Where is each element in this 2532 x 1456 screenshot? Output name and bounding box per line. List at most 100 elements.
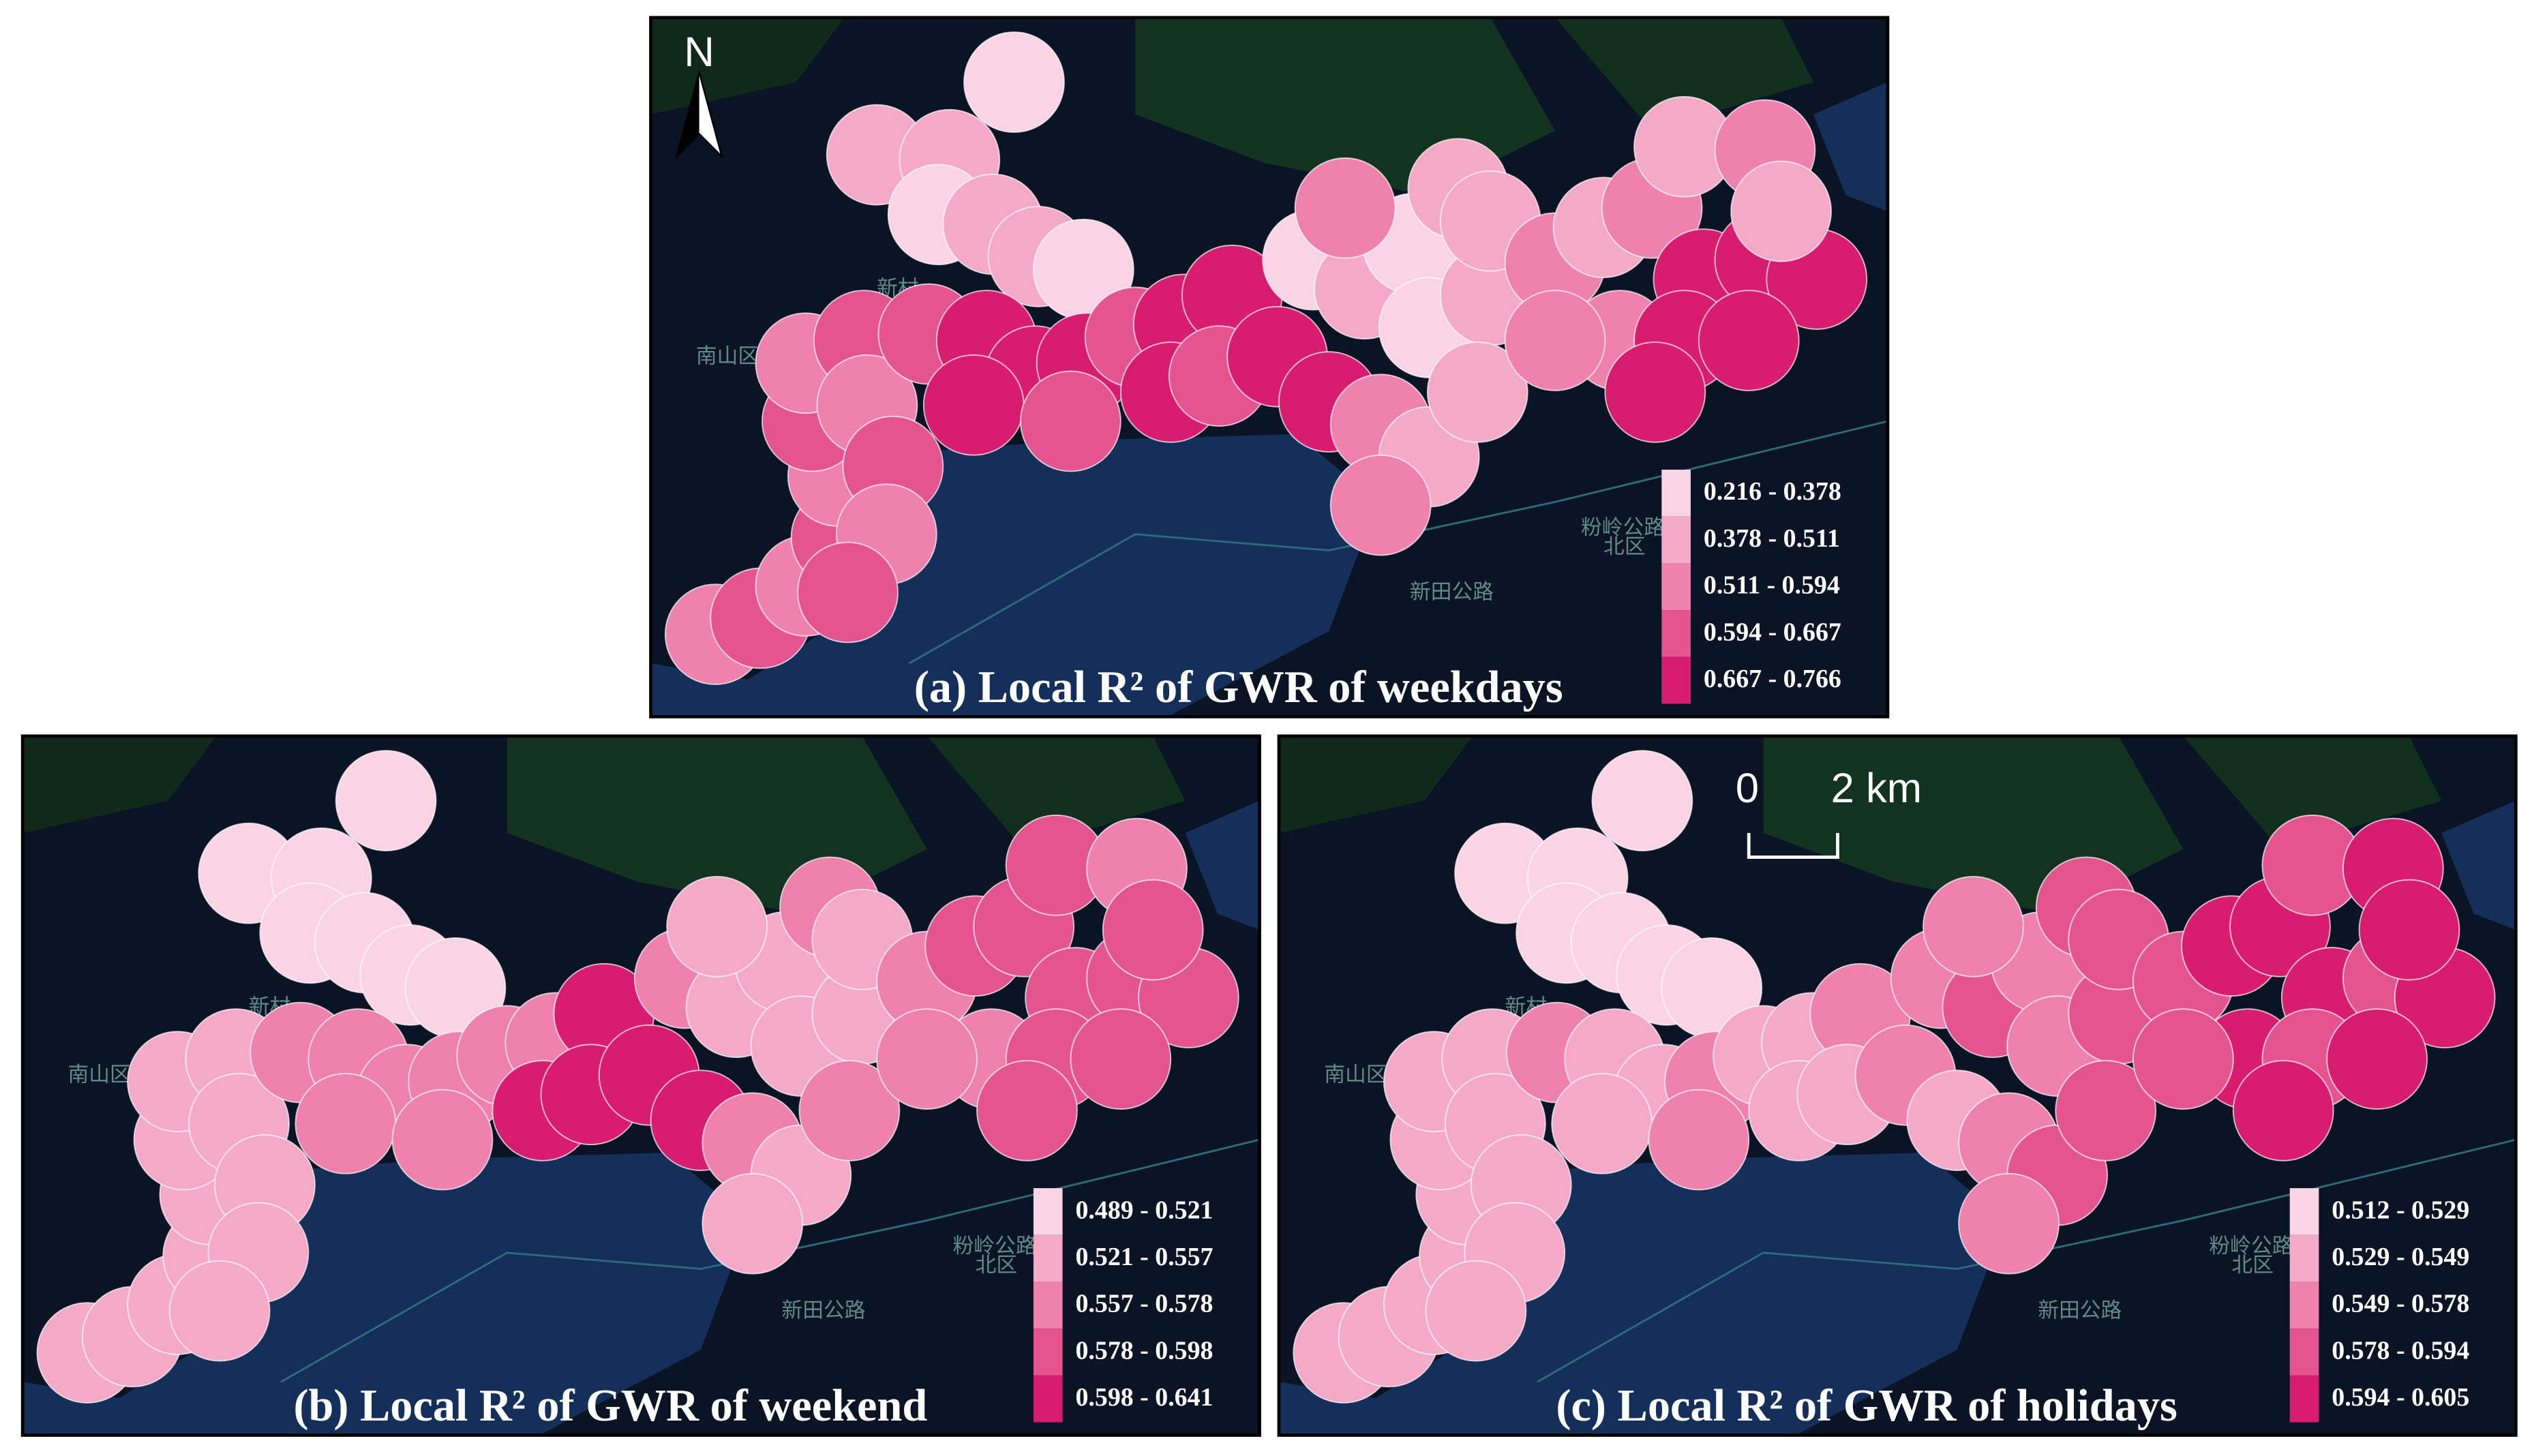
- green-area: [22, 735, 217, 833]
- green-area: [2183, 735, 2442, 849]
- legend-label: 0.557 - 0.578: [1076, 1290, 1214, 1318]
- legend-label: 0.549 - 0.578: [2332, 1290, 2469, 1318]
- legend-swatch: [1661, 470, 1691, 517]
- basemap-label: 南山区: [67, 1063, 130, 1087]
- legend-label: 0.594 - 0.605: [2332, 1383, 2469, 1412]
- legend-label: 0.667 - 0.766: [1704, 665, 1841, 693]
- legend-label: 0.578 - 0.594: [2332, 1336, 2469, 1365]
- map-cell: [1426, 341, 1528, 443]
- scale-bar: [1747, 832, 1839, 859]
- map-cell: [335, 750, 437, 851]
- green-area: [926, 735, 1186, 849]
- legend-swatch: [1661, 563, 1691, 611]
- map-cell: [1551, 1072, 1653, 1174]
- legend-label: 0.594 - 0.667: [1704, 618, 1841, 646]
- map-cell: [1294, 157, 1396, 259]
- panel-title: (c) Local R² of GWR of holidays: [1556, 1381, 2177, 1431]
- map-cell: [2326, 1008, 2428, 1110]
- basemap-label: 粉岭公路: [2209, 1234, 2293, 1258]
- bay: [1278, 1152, 2006, 1436]
- map-cell: [1591, 750, 1693, 851]
- legend-swatch: [1661, 610, 1691, 657]
- legend-label: 0.578 - 0.598: [1076, 1336, 1214, 1365]
- basemap-label: 北区: [2231, 1253, 2274, 1277]
- bay: [650, 434, 1378, 717]
- legend-label: 0.378 - 0.511: [1704, 524, 1840, 553]
- basemap-label: 南山区: [1324, 1063, 1387, 1087]
- map-cell: [295, 1072, 397, 1174]
- map-cell: [1504, 290, 1606, 391]
- map-cell: [797, 541, 899, 643]
- map-cell: [1020, 370, 1121, 472]
- map-cell: [2232, 1059, 2334, 1162]
- legend-swatch: [1661, 516, 1691, 564]
- map-cell: [1604, 341, 1706, 443]
- map-cell: [963, 31, 1065, 133]
- basemap-label: 北区: [1603, 534, 1646, 559]
- legend-label: 0.512 - 0.529: [2332, 1196, 2469, 1224]
- legend-swatch: [1033, 1188, 1063, 1235]
- map-cell: [2358, 879, 2460, 981]
- legend-label: 0.511 - 0.594: [1704, 571, 1840, 600]
- legend-swatch: [2289, 1188, 2319, 1235]
- map-cell: [1329, 454, 1432, 556]
- map-cell: [1958, 1172, 2060, 1275]
- map-cell: [2132, 1008, 2234, 1110]
- basemap-label: 新田公路: [1410, 580, 1494, 605]
- basemap-label: 南山区: [696, 344, 759, 369]
- legend-swatch: [2289, 1375, 2319, 1423]
- legend-label: 0.216 - 0.378: [1704, 477, 1841, 506]
- map-cell: [1730, 160, 1832, 262]
- map-cell: [1425, 1260, 1527, 1362]
- map-cell: [1648, 1089, 1750, 1191]
- map-cell: [876, 1008, 978, 1110]
- legend-swatch: [2289, 1234, 2319, 1282]
- basemap-label: 粉岭公路: [1581, 515, 1665, 540]
- legend-swatch: [2289, 1329, 2319, 1376]
- legend-label: 0.529 - 0.549: [2332, 1243, 2469, 1271]
- green-area: [1278, 735, 1473, 833]
- sea-right: [2441, 800, 2516, 930]
- basemap-label: 新田公路: [781, 1299, 865, 1323]
- map-cell: [666, 875, 768, 977]
- map-cell: [1102, 879, 1204, 981]
- north-arrow-shade: [676, 72, 699, 157]
- map-cell: [2055, 1059, 2157, 1162]
- map-cell: [922, 354, 1025, 456]
- basemap-label: 粉岭公路: [952, 1234, 1036, 1258]
- sea-right: [1813, 82, 1888, 212]
- legend-swatch: [1033, 1329, 1063, 1376]
- map-cell: [168, 1260, 271, 1362]
- map-cell: [1923, 875, 2024, 977]
- panel-frame: [1277, 734, 2518, 1437]
- panel-frame: [649, 16, 1890, 718]
- green-area: [1554, 17, 1813, 131]
- legend-swatch: [1033, 1234, 1063, 1282]
- scale-end: 2 km: [1831, 765, 1922, 812]
- sea-right: [1185, 800, 1260, 930]
- legend-swatch: [2289, 1281, 2319, 1329]
- legend-label: 0.521 - 0.557: [1076, 1243, 1214, 1271]
- legend-label: 0.598 - 0.641: [1076, 1383, 1214, 1412]
- north-label: N: [684, 29, 714, 76]
- map-cell: [798, 1059, 901, 1162]
- basemap-label: 新田公路: [2038, 1299, 2122, 1323]
- panel-title: (b) Local R² of GWR of weekend: [293, 1381, 927, 1431]
- scale-start: 0: [1736, 765, 1759, 812]
- panel-title: (a) Local R² of GWR of weekdays: [914, 663, 1563, 712]
- map-cell: [1698, 290, 1800, 391]
- panel-frame: [20, 734, 1261, 1437]
- legend-label: 0.489 - 0.521: [1076, 1196, 1214, 1224]
- basemap-label: 北区: [976, 1253, 1018, 1277]
- legend-swatch: [1033, 1281, 1063, 1329]
- bay: [22, 1152, 750, 1436]
- map-cell: [702, 1172, 804, 1275]
- map-cell: [976, 1059, 1078, 1162]
- map-cell: [1070, 1008, 1172, 1110]
